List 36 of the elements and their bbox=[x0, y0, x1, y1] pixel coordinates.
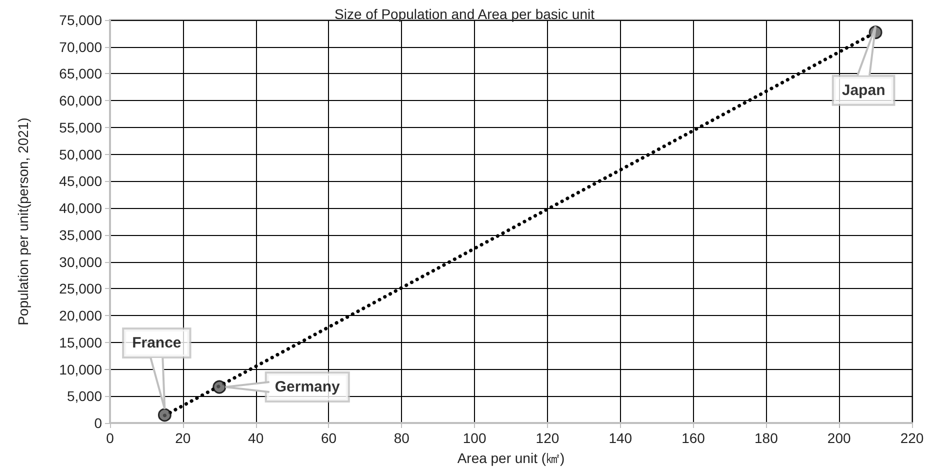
y-tick-label: 0 bbox=[94, 415, 102, 431]
y-tick-label: 35,000 bbox=[59, 226, 102, 243]
y-tick-label: 75,000 bbox=[59, 12, 102, 28]
x-tick-label: 180 bbox=[754, 430, 778, 446]
annotation: France bbox=[132, 334, 182, 352]
y-tick-label: 20,000 bbox=[59, 308, 102, 324]
y-tick-label: 55,000 bbox=[59, 119, 102, 136]
point bbox=[212, 380, 226, 394]
y-tick-label: 65,000 bbox=[59, 66, 102, 82]
y-tick-label: 40,000 bbox=[59, 200, 102, 216]
y-tick-label: 50,000 bbox=[59, 146, 102, 162]
x-tick-label: 160 bbox=[682, 430, 706, 446]
y-tick-label: 45,000 bbox=[59, 173, 102, 190]
x-tick-label: 220 bbox=[900, 430, 924, 446]
y-tick-label: 25,000 bbox=[59, 280, 102, 297]
x-axis-title: Area per unit (㎢) bbox=[457, 450, 565, 466]
y-tick-label: 30,000 bbox=[59, 254, 102, 270]
y-tick-label: 60,000 bbox=[59, 92, 102, 109]
y-axis-title: Population per unit(person, 2021) bbox=[15, 118, 31, 326]
x-tick-label: 140 bbox=[608, 430, 632, 446]
x-tick-label: 120 bbox=[536, 430, 560, 446]
x-tick-label: 0 bbox=[106, 430, 114, 446]
point bbox=[158, 408, 172, 422]
x-tick-label: 100 bbox=[462, 430, 486, 446]
y-tick-label: 10,000 bbox=[59, 361, 102, 378]
x-tick-label: 40 bbox=[248, 430, 264, 446]
x-tick-label: 60 bbox=[320, 430, 337, 446]
y-tick-label: 70,000 bbox=[59, 38, 102, 55]
x-tick-label: 20 bbox=[175, 430, 191, 446]
annotation: Germany bbox=[274, 378, 341, 396]
annotation: Japan bbox=[842, 82, 886, 99]
y-tick-label: 15,000 bbox=[59, 334, 102, 350]
chart-title: Size of Population and Area per basic unit bbox=[334, 6, 595, 22]
x-tick-label: 200 bbox=[827, 430, 851, 446]
x-tick-label: 80 bbox=[394, 430, 410, 446]
y-tick-label: 5,000 bbox=[66, 388, 102, 404]
